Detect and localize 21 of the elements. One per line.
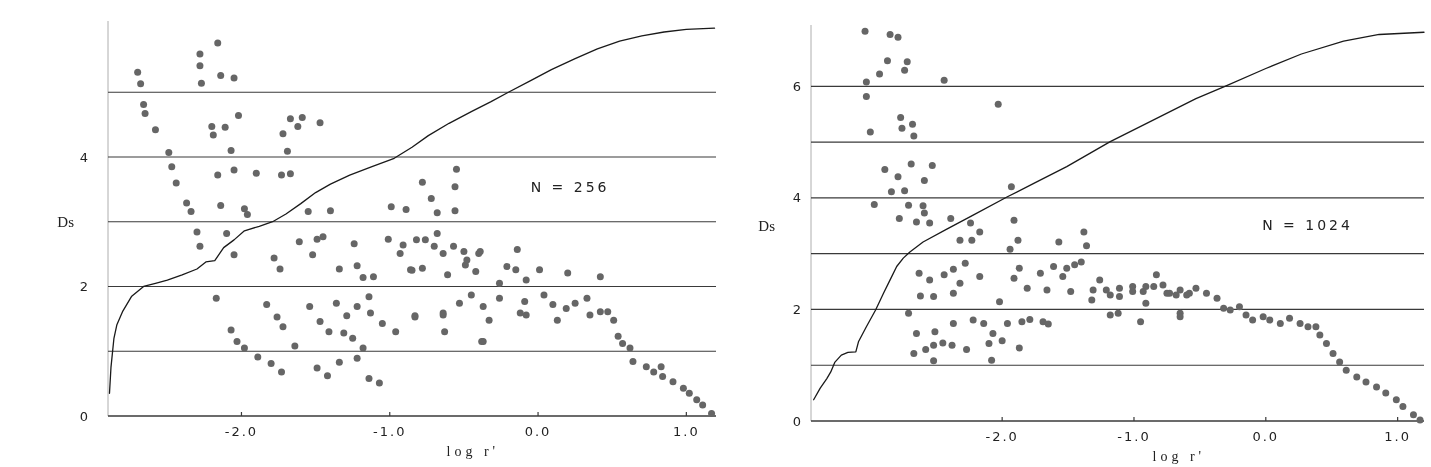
y-tick-label: 2: [79, 279, 88, 295]
y-tick-label: 2: [792, 302, 801, 317]
x-tick-label: 0.0: [1252, 429, 1280, 444]
y-axis-title: Ds: [758, 218, 776, 234]
x-tick-label: -1.0: [1117, 429, 1151, 444]
x-tick-label: 1.0: [673, 424, 700, 439]
x-tick-label: 1.0: [1384, 429, 1411, 444]
annotation: N = 256: [530, 178, 610, 195]
x-tick-label: -1.0: [373, 424, 407, 439]
x-tick-label: 0.0: [524, 424, 552, 439]
x-tick-label: -2.0: [985, 429, 1019, 444]
y-axis-title: Ds: [57, 213, 75, 230]
y-tick-label: 0: [792, 413, 801, 429]
annotation: N = 1024: [1262, 216, 1353, 233]
y-tick-label: 4: [792, 190, 801, 206]
y-tick-label: 6: [792, 78, 801, 94]
x-axis-title: log r': [1152, 449, 1206, 464]
y-tick-label: 4: [79, 149, 88, 165]
x-axis-title: log r': [446, 444, 500, 459]
x-tick-label: -2.0: [224, 424, 259, 439]
y-tick-label: 0: [79, 408, 88, 424]
